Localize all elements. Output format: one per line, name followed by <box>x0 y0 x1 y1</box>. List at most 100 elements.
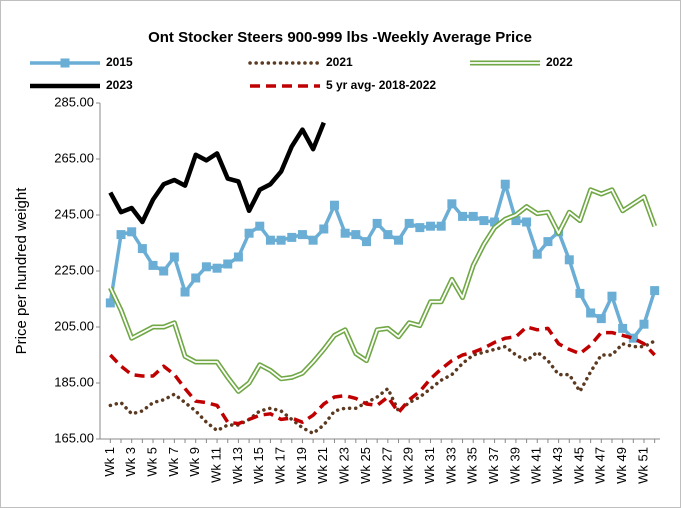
legend-label: 5 yr avg- 2018-2022 <box>326 78 436 92</box>
marker <box>383 230 393 240</box>
legend-label: 2023 <box>106 78 133 92</box>
marker <box>415 223 425 233</box>
x-tick-label: Wk 5 <box>144 447 159 477</box>
y-tick-label: 225.00 <box>54 262 94 277</box>
marker <box>265 235 275 245</box>
x-tick-label: Wk 21 <box>315 447 330 484</box>
marker <box>116 230 126 240</box>
legend-label: 2021 <box>326 55 353 69</box>
line <box>109 325 656 426</box>
y-tick-label: 245.00 <box>54 206 94 221</box>
marker <box>532 249 542 259</box>
x-tick-label: Wk 1 <box>102 447 117 477</box>
x-tick-label: Wk 35 <box>465 447 480 484</box>
marker <box>639 319 649 329</box>
marker <box>329 200 339 210</box>
marker <box>447 199 457 209</box>
marker <box>137 244 147 254</box>
x-tick-label: Wk 49 <box>614 447 629 484</box>
x-tick-label: Wk 51 <box>635 447 650 484</box>
marker <box>287 232 297 242</box>
x-tick-label: Wk 19 <box>294 447 309 484</box>
line <box>108 182 657 340</box>
marker <box>361 237 371 247</box>
marker <box>564 255 574 265</box>
line-core <box>109 188 656 393</box>
legend-label: 2022 <box>546 55 573 69</box>
x-tick-label: Wk 45 <box>571 447 586 484</box>
marker <box>148 260 158 270</box>
marker <box>426 221 436 231</box>
y-tick-label: 205.00 <box>54 318 94 333</box>
marker <box>180 287 190 297</box>
marker <box>628 333 638 343</box>
y-tick-label: 285.00 <box>54 94 94 109</box>
marker <box>276 235 286 245</box>
marker <box>159 266 169 276</box>
marker <box>233 252 243 262</box>
marker <box>575 288 585 298</box>
marker <box>169 252 179 262</box>
marker <box>543 237 553 247</box>
x-tick-label: Wk 27 <box>379 447 394 484</box>
marker <box>468 211 478 221</box>
marker <box>618 323 628 333</box>
x-tick-label: Wk 33 <box>443 447 458 484</box>
x-tick-label: Wk 31 <box>422 447 437 484</box>
marker <box>244 228 254 238</box>
marker <box>255 221 265 231</box>
y-tick-label: 265.00 <box>54 150 94 165</box>
marker <box>340 228 350 238</box>
marker <box>105 298 115 308</box>
y-tick-label: 185.00 <box>54 374 94 389</box>
marker <box>319 224 329 234</box>
x-tick-label: Wk 7 <box>166 447 181 477</box>
legend-marker <box>60 58 70 68</box>
x-tick-label: Wk 13 <box>230 447 245 484</box>
x-tick-label: Wk 23 <box>337 447 352 484</box>
marker <box>436 221 446 231</box>
marker <box>404 218 414 228</box>
marker <box>607 291 617 301</box>
marker <box>127 227 137 237</box>
marker <box>458 211 468 221</box>
marker <box>223 259 233 269</box>
marker <box>522 217 532 227</box>
marker <box>351 230 361 240</box>
legend-label: 2015 <box>106 55 133 69</box>
x-tick-label: Wk 41 <box>529 447 544 484</box>
line <box>108 339 657 436</box>
marker <box>212 263 222 273</box>
x-tick-label: Wk 37 <box>486 447 501 484</box>
x-tick-label: Wk 3 <box>123 447 138 477</box>
marker <box>191 273 201 283</box>
marker <box>596 314 606 324</box>
x-tick-label: Wk 17 <box>273 447 288 484</box>
marker <box>308 235 318 245</box>
marker <box>297 230 307 240</box>
x-tick-label: Wk 47 <box>593 447 608 484</box>
marker <box>479 216 489 226</box>
x-tick-label: Wk 29 <box>401 447 416 484</box>
marker <box>394 235 404 245</box>
chart-title: Ont Stocker Steers 900-999 lbs -Weekly A… <box>148 29 532 46</box>
x-tick-label: Wk 39 <box>507 447 522 484</box>
x-tick-label: Wk 11 <box>209 447 224 483</box>
marker <box>511 216 521 226</box>
y-axis-label: Price per hundred weight <box>13 187 30 355</box>
marker <box>586 308 596 318</box>
marker <box>201 262 211 272</box>
y-tick-label: 165.00 <box>54 430 94 445</box>
marker <box>372 218 382 228</box>
marker <box>650 286 660 296</box>
x-tick-label: Wk 15 <box>251 447 266 484</box>
marker <box>500 179 510 189</box>
x-tick-label: Wk 25 <box>358 447 373 484</box>
x-tick-label: Wk 9 <box>187 447 202 477</box>
line <box>108 121 326 225</box>
x-tick-label: Wk 43 <box>550 447 565 484</box>
marker <box>490 217 500 227</box>
